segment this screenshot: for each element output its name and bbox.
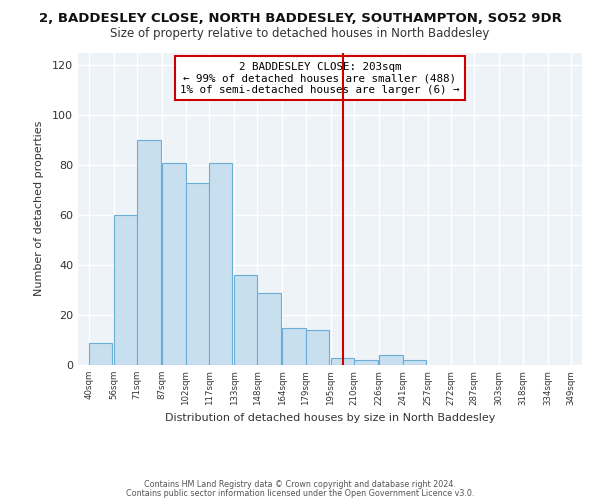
Bar [306, 330, 329, 365]
Y-axis label: Number of detached properties: Number of detached properties [34, 121, 44, 296]
Text: Contains public sector information licensed under the Open Government Licence v3: Contains public sector information licen… [126, 488, 474, 498]
Bar [403, 360, 426, 365]
Text: 2, BADDESLEY CLOSE, NORTH BADDESLEY, SOUTHAMPTON, SO52 9DR: 2, BADDESLEY CLOSE, NORTH BADDESLEY, SOU… [38, 12, 562, 26]
Bar [354, 360, 377, 365]
Bar [185, 182, 209, 365]
Text: Size of property relative to detached houses in North Baddesley: Size of property relative to detached ho… [110, 28, 490, 40]
Bar [331, 358, 354, 365]
Bar [379, 355, 403, 365]
Bar [257, 292, 281, 365]
X-axis label: Distribution of detached houses by size in North Baddesley: Distribution of detached houses by size … [165, 413, 495, 423]
Bar [283, 328, 306, 365]
Bar [234, 275, 257, 365]
Text: 2 BADDESLEY CLOSE: 203sqm
← 99% of detached houses are smaller (488)
1% of semi-: 2 BADDESLEY CLOSE: 203sqm ← 99% of detac… [180, 62, 460, 95]
Bar [114, 215, 137, 365]
Bar [89, 342, 112, 365]
Bar [209, 162, 232, 365]
Bar [162, 162, 185, 365]
Text: Contains HM Land Registry data © Crown copyright and database right 2024.: Contains HM Land Registry data © Crown c… [144, 480, 456, 489]
Bar [137, 140, 161, 365]
